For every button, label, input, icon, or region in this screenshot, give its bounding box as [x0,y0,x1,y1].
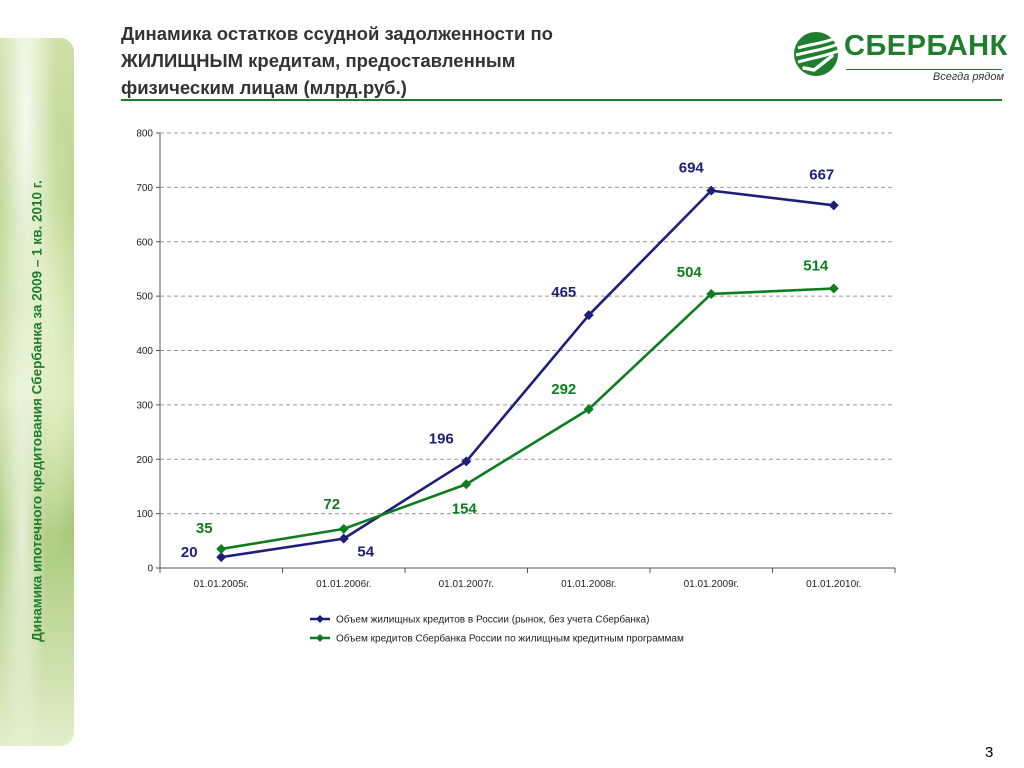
y-tick-label: 800 [136,129,153,140]
data-label: 292 [551,381,576,398]
data-label: 514 [803,258,829,275]
logo-divider [846,69,1002,70]
sberbank-logo-mark-icon [794,32,839,76]
slide-title: Динамика остатков ссудной задолженности … [121,20,681,101]
side-panel: Динамика ипотечного кредитования Сбербан… [0,38,74,746]
legend-marker [316,634,324,642]
data-label: 465 [551,284,576,301]
y-tick-label: 600 [136,237,153,248]
data-label: 154 [452,500,478,517]
sberbank-logo: СБЕРБАНК Всегда рядом [790,26,1008,86]
title-line-3: физическим лицам (млрд.руб.) [121,77,407,98]
x-tick-label: 01.01.2007г. [439,579,494,590]
y-tick-label: 300 [136,400,153,411]
logo-name: СБЕРБАНК [844,30,1008,62]
data-label: 35 [196,520,213,537]
legend-label: Объем жилищных кредитов в России (рынок,… [336,614,649,626]
x-tick-label: 01.01.2006г. [316,579,371,590]
x-tick-label: 01.01.2008г. [561,579,616,590]
data-point [583,310,594,321]
data-label: 20 [181,544,198,561]
x-tick-label: 01.01.2005г. [194,579,249,590]
data-point [338,523,349,534]
y-tick-label: 500 [136,292,153,303]
x-tick-label: 01.01.2010г. [806,579,861,590]
logo-tagline: Всегда рядом [932,71,1004,83]
y-tick-label: 100 [136,509,153,520]
data-point [828,283,839,294]
page-number: 3 [985,744,994,761]
data-label: 196 [429,430,454,447]
data-point [828,200,839,211]
line-chart: 0 100 200 300 400 500 600 700 800 01.01.2005г. 01.… [136,129,896,645]
data-point [706,185,717,196]
data-point [216,552,227,563]
side-caption: Динамика ипотечного кредитования Сбербан… [29,180,45,642]
y-tick-label: 400 [136,346,153,357]
title-line-2: ЖИЛИЩНЫМ кредитам, предоставленным [121,50,516,71]
title-underline [121,99,1002,101]
data-label: 694 [679,160,705,177]
data-point [706,288,717,299]
data-label: 54 [357,544,374,561]
legend-marker [316,615,324,623]
title-line-1: Динамика остатков ссудной задолженности … [121,23,553,44]
y-tick-label: 0 [147,564,153,575]
data-point [338,533,349,544]
data-label: 72 [323,496,340,513]
legend-label: Объем кредитов Сбербанка России по жилищ… [336,633,684,645]
data-point [461,456,472,467]
data-label: 667 [809,166,834,183]
data-label: 504 [677,264,703,281]
series-line [221,189,834,559]
x-tick-label: 01.01.2009г. [684,579,739,590]
data-point [461,479,472,490]
data-point [583,404,594,415]
y-tick-label: 200 [136,455,153,466]
series-line [221,287,834,551]
y-tick-label: 700 [136,183,153,194]
data-point [216,543,227,554]
